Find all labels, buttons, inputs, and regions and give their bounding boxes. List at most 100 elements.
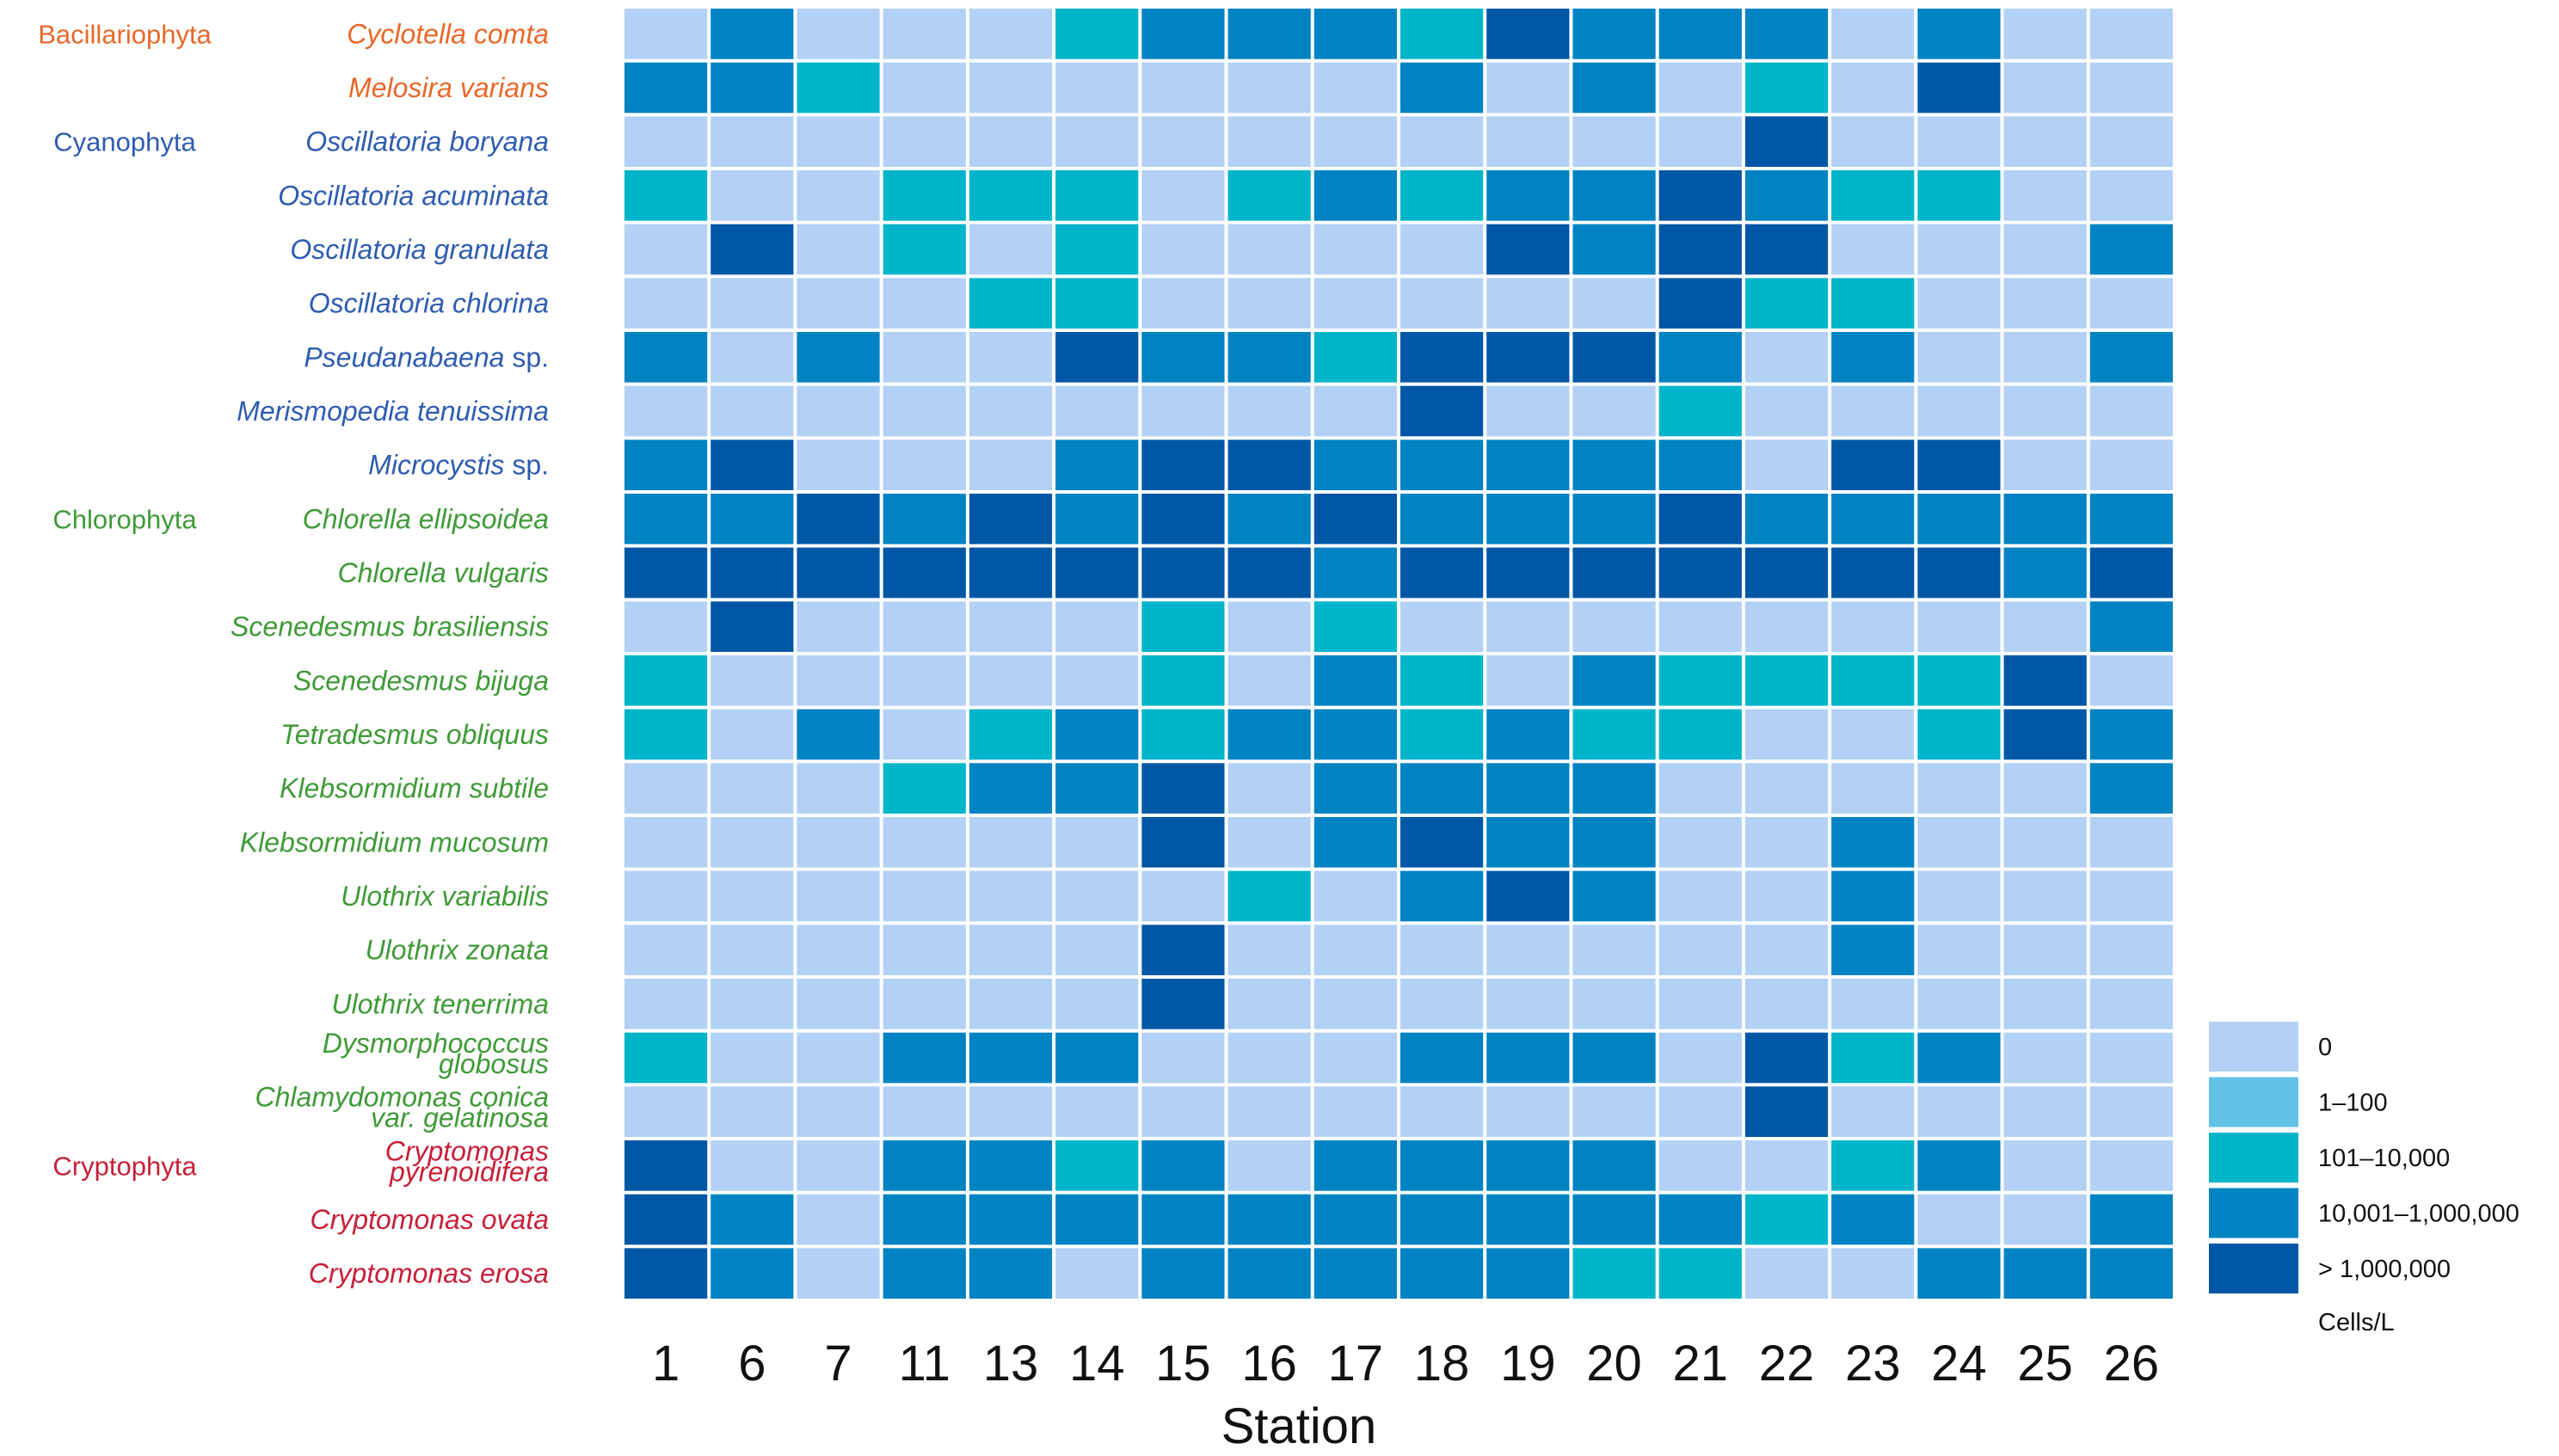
heatmap-cell (1917, 979, 2001, 1029)
heatmap-cell (2003, 763, 2087, 814)
heatmap-cell (1831, 925, 1915, 975)
heatmap-cell (1055, 62, 1139, 114)
heatmap-cell (1400, 116, 1484, 167)
heatmap-cell (1744, 925, 1829, 975)
x-tick-label: 25 (2017, 1336, 2073, 1391)
heatmap-cell (710, 870, 794, 922)
heatmap-cell (1400, 763, 1484, 814)
legend-label: 0 (2318, 1034, 2332, 1061)
heatmap-cell (797, 763, 880, 814)
heatmap-cell (883, 817, 966, 868)
heatmap-cell (1400, 385, 1484, 437)
heatmap-cell (969, 870, 1053, 922)
heatmap-cell (969, 979, 1053, 1029)
heatmap-cell (1917, 1248, 2001, 1299)
heatmap-cell (1658, 1140, 1742, 1191)
species-label: Cyclotella comta (347, 18, 549, 49)
heatmap-cell (1313, 1194, 1397, 1245)
species-label: Merismopedia tenuissima (237, 396, 549, 427)
heatmap-cell (1572, 385, 1656, 437)
heatmap-cell (1572, 332, 1656, 383)
species-label: Cryptomonas ovata (311, 1204, 549, 1235)
group-label: Cyanophyta (53, 127, 196, 157)
heatmap-cell (2003, 709, 2087, 760)
heatmap-cell (1486, 62, 1570, 114)
heatmap-cell (1917, 62, 2001, 114)
heatmap-cell (969, 655, 1053, 706)
heatmap-cell (883, 979, 966, 1029)
heatmap-cell (1658, 170, 1742, 221)
heatmap-cell (2089, 979, 2173, 1029)
heatmap-cell (1313, 763, 1397, 814)
heatmap-cell (2089, 116, 2173, 167)
heatmap-cell (1400, 709, 1484, 760)
heatmap-cell (969, 547, 1053, 599)
heatmap-cell (1917, 439, 2001, 490)
legend-label: 101–10,000 (2318, 1145, 2450, 1172)
x-tick-label: 26 (2104, 1336, 2160, 1391)
heatmap-cell (1141, 763, 1225, 814)
species-label: Chlorella vulgaris (338, 557, 549, 588)
heatmap-cell (969, 278, 1053, 329)
heatmap-cell (883, 278, 966, 329)
heatmap-cell (710, 385, 794, 437)
heatmap-cell (1227, 224, 1311, 275)
heatmap-cell (1658, 278, 1742, 329)
heatmap-cell (1313, 655, 1397, 706)
heatmap-cell (1141, 601, 1225, 652)
heatmap-cell (2003, 1086, 2087, 1137)
heatmap-cell (624, 116, 708, 167)
heatmap-cell (1227, 385, 1311, 437)
heatmap-cell (1917, 1032, 2001, 1084)
heatmap-cell (1572, 170, 1656, 221)
heatmap-cell (797, 494, 880, 544)
heatmap-cell (1400, 547, 1484, 599)
species-label: Klebsormidium mucosum (240, 826, 549, 857)
heatmap-cell (2003, 925, 2087, 975)
heatmap-cell (624, 62, 708, 114)
legend-label: 10,001–1,000,000 (2318, 1201, 2519, 1228)
heatmap-cell (1055, 601, 1139, 652)
heatmap-cell (1917, 494, 2001, 544)
heatmap-cell (2003, 817, 2087, 868)
heatmap-cell (797, 1140, 880, 1191)
heatmap-cell (1572, 870, 1656, 922)
heatmap-cell (1313, 494, 1397, 544)
heatmap-cell (1400, 925, 1484, 975)
heatmap-cell (624, 601, 708, 652)
heatmap-cell (883, 1086, 966, 1137)
heatmap-cell (1141, 870, 1225, 922)
heatmap-cell (1917, 547, 2001, 599)
heatmap-cell (883, 332, 966, 383)
heatmap-cell (2089, 170, 2173, 221)
heatmap-cell (797, 817, 880, 868)
heatmap-cell (1486, 979, 1570, 1029)
heatmap-cell (1917, 332, 2001, 383)
heatmap-cell (1055, 870, 1139, 922)
heatmap-cell (1744, 1086, 1829, 1137)
heatmap-cell (1227, 494, 1311, 544)
heatmap-cell (1227, 979, 1311, 1029)
heatmap-cell (1227, 925, 1311, 975)
heatmap-cell (624, 925, 708, 975)
heatmap-cell (1831, 9, 1915, 59)
heatmap-cell (2089, 494, 2173, 544)
heatmap-cell (1486, 385, 1570, 437)
heatmap-cell (2003, 439, 2087, 490)
heatmap-cell (1831, 1032, 1915, 1084)
x-tick-label: 22 (1759, 1336, 1815, 1391)
heatmap-cell (1141, 1248, 1225, 1299)
species-label: Melosira varians (348, 72, 549, 103)
heatmap-cell (1917, 385, 2001, 437)
x-tick-label: 14 (1069, 1336, 1125, 1391)
heatmap-cell (883, 116, 966, 167)
heatmap-cell (1055, 1086, 1139, 1137)
color-legend: 0 1–100 101–10,000 10,001–1,000,000 > 1,000,… (2209, 1022, 2519, 1336)
heatmap-cell (1313, 709, 1397, 760)
heatmap-cell (1400, 9, 1484, 59)
heatmap-cell (797, 547, 880, 599)
heatmap-cell (1831, 601, 1915, 652)
heatmap-cell (797, 332, 880, 383)
heatmap-cell (797, 979, 880, 1029)
heatmap-cell (1313, 1140, 1397, 1191)
